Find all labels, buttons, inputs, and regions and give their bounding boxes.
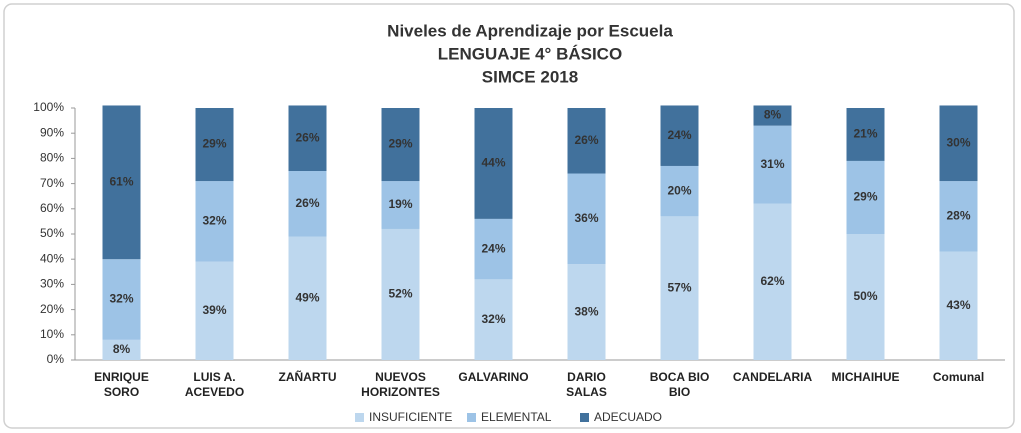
bar-segment bbox=[288, 236, 327, 360]
bar-segment bbox=[381, 181, 420, 229]
data-label: 28% bbox=[946, 209, 970, 223]
data-label: 24% bbox=[667, 128, 691, 142]
bar-segment bbox=[660, 216, 699, 360]
bar-segment bbox=[753, 203, 792, 360]
x-tick-label: BIO bbox=[669, 385, 690, 399]
bar-segment bbox=[288, 171, 327, 237]
x-tick-label: NUEVOS bbox=[375, 370, 426, 384]
data-label: 49% bbox=[295, 290, 319, 304]
bar-segment bbox=[102, 259, 141, 340]
data-label: 57% bbox=[667, 280, 691, 294]
bar-segment bbox=[567, 173, 606, 265]
y-tick-label: 90% bbox=[40, 125, 64, 139]
x-tick-label: SORO bbox=[104, 385, 139, 399]
data-label: 30% bbox=[946, 135, 970, 149]
data-label: 44% bbox=[481, 156, 505, 170]
data-label: 26% bbox=[295, 130, 319, 144]
data-label: 8% bbox=[113, 342, 131, 356]
data-label: 26% bbox=[295, 196, 319, 210]
x-tick-label: GALVARINO bbox=[458, 370, 528, 384]
bar-segment bbox=[381, 108, 420, 182]
x-tick-label: MICHAIHUE bbox=[832, 370, 900, 384]
data-label: 19% bbox=[388, 197, 412, 211]
chart-title: SIMCE 2018 bbox=[482, 67, 578, 86]
bar-segment bbox=[939, 251, 978, 360]
bar-segment bbox=[846, 160, 885, 234]
legend-swatch bbox=[580, 413, 589, 422]
legend-swatch bbox=[467, 413, 476, 422]
bar-segment bbox=[195, 108, 234, 182]
x-tick-label: SALAS bbox=[566, 385, 607, 399]
y-tick-label: 70% bbox=[40, 176, 64, 190]
bar-segment bbox=[753, 125, 792, 204]
bar-segment bbox=[660, 105, 699, 166]
data-label: 43% bbox=[946, 298, 970, 312]
x-tick-label: CANDELARIA bbox=[733, 370, 813, 384]
bar-segment bbox=[567, 108, 606, 174]
data-label: 38% bbox=[574, 304, 598, 318]
y-tick-label: 10% bbox=[40, 327, 64, 341]
bar-segment bbox=[846, 108, 885, 161]
y-tick-label: 20% bbox=[40, 302, 64, 316]
bar-segment bbox=[474, 279, 513, 360]
y-tick-label: 100% bbox=[33, 100, 64, 114]
y-tick-label: 30% bbox=[40, 277, 64, 291]
bar-segment bbox=[102, 105, 141, 260]
y-tick-label: 60% bbox=[40, 201, 64, 215]
chart-title: Niveles de Aprendizaje por Escuela bbox=[387, 21, 673, 40]
data-label: 8% bbox=[764, 108, 782, 122]
y-tick-label: 50% bbox=[40, 226, 64, 240]
bar-segment bbox=[846, 234, 885, 360]
data-label: 50% bbox=[853, 289, 877, 303]
x-tick-label: BOCA BIO bbox=[650, 370, 710, 384]
bar-segment bbox=[939, 181, 978, 252]
data-label: 29% bbox=[853, 190, 877, 204]
bar-segment bbox=[102, 339, 141, 360]
bar-segment bbox=[567, 264, 606, 360]
data-label: 20% bbox=[667, 183, 691, 197]
x-tick-label: ACEVEDO bbox=[185, 385, 244, 399]
bar-segment bbox=[381, 228, 420, 360]
data-label: 32% bbox=[481, 312, 505, 326]
data-label: 26% bbox=[574, 133, 598, 147]
data-label: 31% bbox=[760, 157, 784, 171]
data-label: 32% bbox=[109, 292, 133, 306]
bar-segment bbox=[474, 108, 513, 219]
data-label: 21% bbox=[853, 127, 877, 141]
data-label: 36% bbox=[574, 211, 598, 225]
bar-segment bbox=[660, 165, 699, 217]
data-label: 61% bbox=[109, 175, 133, 189]
bar-segment bbox=[939, 105, 978, 182]
chart-title: LENGUAJE 4° BÁSICO bbox=[438, 44, 622, 63]
y-tick-label: 80% bbox=[40, 151, 64, 165]
bar-segment bbox=[195, 261, 234, 360]
bar-segment bbox=[288, 105, 327, 171]
y-tick-label: 40% bbox=[40, 251, 64, 265]
bar-segment bbox=[474, 218, 513, 280]
data-label: 29% bbox=[388, 137, 412, 151]
x-tick-label: Comunal bbox=[933, 370, 984, 384]
x-tick-label: DARIO bbox=[567, 370, 606, 384]
x-tick-label: ENRIQUE bbox=[94, 370, 149, 384]
y-tick-label: 0% bbox=[47, 352, 65, 366]
data-label: 62% bbox=[760, 274, 784, 288]
data-label: 29% bbox=[202, 137, 226, 151]
legend-swatch bbox=[355, 413, 364, 422]
x-tick-label: ZAÑARTU bbox=[279, 369, 337, 384]
bar-segment bbox=[195, 181, 234, 262]
bar-segment bbox=[753, 105, 792, 126]
legend-label: ADECUADO bbox=[594, 410, 662, 424]
legend-label: INSUFICIENTE bbox=[369, 410, 452, 424]
data-label: 24% bbox=[481, 241, 505, 255]
legend-label: ELEMENTAL bbox=[481, 410, 552, 424]
data-label: 39% bbox=[202, 303, 226, 317]
data-label: 32% bbox=[202, 214, 226, 228]
data-label: 52% bbox=[388, 287, 412, 301]
x-tick-label: LUIS A. bbox=[193, 370, 235, 384]
x-tick-label: HORIZONTES bbox=[361, 385, 440, 399]
